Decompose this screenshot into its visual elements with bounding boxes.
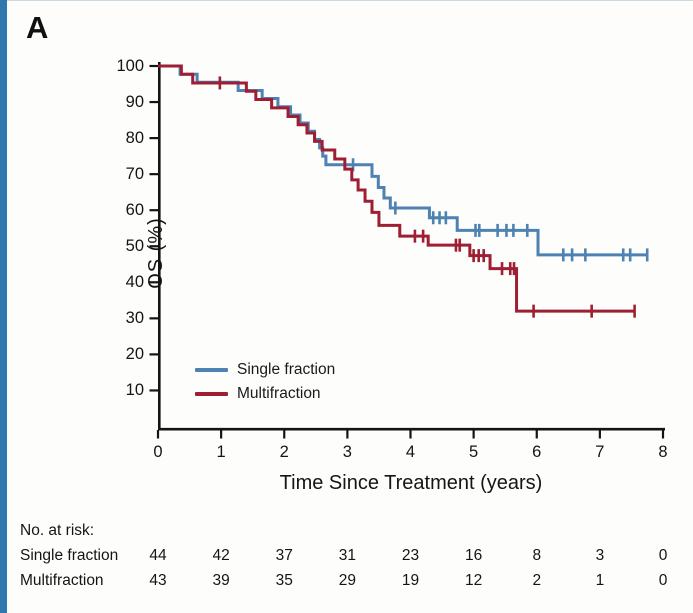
at-risk-count: 43 <box>149 572 167 589</box>
multifraction-line-swatch <box>195 392 228 396</box>
survival-curve-multifraction <box>158 64 635 313</box>
panel-top-border <box>0 0 693 1</box>
x-tick-label: 8 <box>658 443 668 461</box>
at-risk-heading: No. at risk: <box>20 522 95 539</box>
at-risk-count: 37 <box>275 547 293 564</box>
x-tick-label: 4 <box>405 443 416 461</box>
y-tick-label: 60 <box>125 201 144 220</box>
y-tick-label: 90 <box>125 93 144 112</box>
y-tick-label: 80 <box>125 129 144 148</box>
y-tick-label: 100 <box>116 57 144 75</box>
panel-letter: A <box>26 10 49 45</box>
x-tick-label: 7 <box>595 443 605 461</box>
at-risk-count: 3 <box>595 547 605 564</box>
at-risk-count: 23 <box>401 547 420 564</box>
at-risk-count: 31 <box>338 547 356 564</box>
x-tick-label: 1 <box>216 443 226 461</box>
legend-label: Multifraction <box>237 385 321 402</box>
x-tick-label: 0 <box>153 443 163 461</box>
at-risk-count: 1 <box>595 572 605 589</box>
at-risk-row-label-single-fraction: Single fraction <box>20 547 119 564</box>
at-risk-count: 0 <box>658 547 668 564</box>
km-survival-chart <box>149 62 665 439</box>
x-tick-label: 6 <box>532 443 542 461</box>
legend-item-single-fraction: Single fraction <box>195 358 335 382</box>
at-risk-count: 19 <box>401 572 420 589</box>
survival-curve-single-fraction <box>158 64 648 257</box>
at-risk-count: 0 <box>658 572 668 589</box>
y-tick-label: 30 <box>125 309 144 328</box>
legend-label: Single fraction <box>237 361 336 378</box>
at-risk-count: 12 <box>465 572 483 589</box>
at-risk-count: 2 <box>532 572 542 589</box>
at-risk-count: 16 <box>465 547 483 564</box>
y-tick-label: 70 <box>125 165 144 184</box>
panel-accent-stripe <box>0 0 7 613</box>
at-risk-row-label-multifraction: Multifraction <box>20 572 104 589</box>
at-risk-count: 29 <box>338 572 356 589</box>
x-axis-title: Time Since Treatment (years) <box>279 472 543 494</box>
y-tick-label: 20 <box>125 345 144 364</box>
at-risk-count: 39 <box>212 572 230 589</box>
at-risk-count: 35 <box>275 572 293 589</box>
x-tick-label: 3 <box>342 443 352 461</box>
x-tick-label: 5 <box>469 443 479 461</box>
at-risk-count: 44 <box>149 547 167 564</box>
at-risk-count: 8 <box>532 547 542 564</box>
legend: Single fraction Multifraction <box>195 358 335 406</box>
single-fraction-line-swatch <box>195 368 228 372</box>
y-tick-label: 10 <box>125 381 144 400</box>
legend-item-multifraction: Multifraction <box>195 382 335 406</box>
at-risk-count: 42 <box>212 547 230 564</box>
x-tick-label: 2 <box>279 443 289 461</box>
y-tick-label: 40 <box>125 273 144 292</box>
y-tick-label: 50 <box>125 237 144 256</box>
y-axis-title: OS (%) <box>145 217 167 289</box>
